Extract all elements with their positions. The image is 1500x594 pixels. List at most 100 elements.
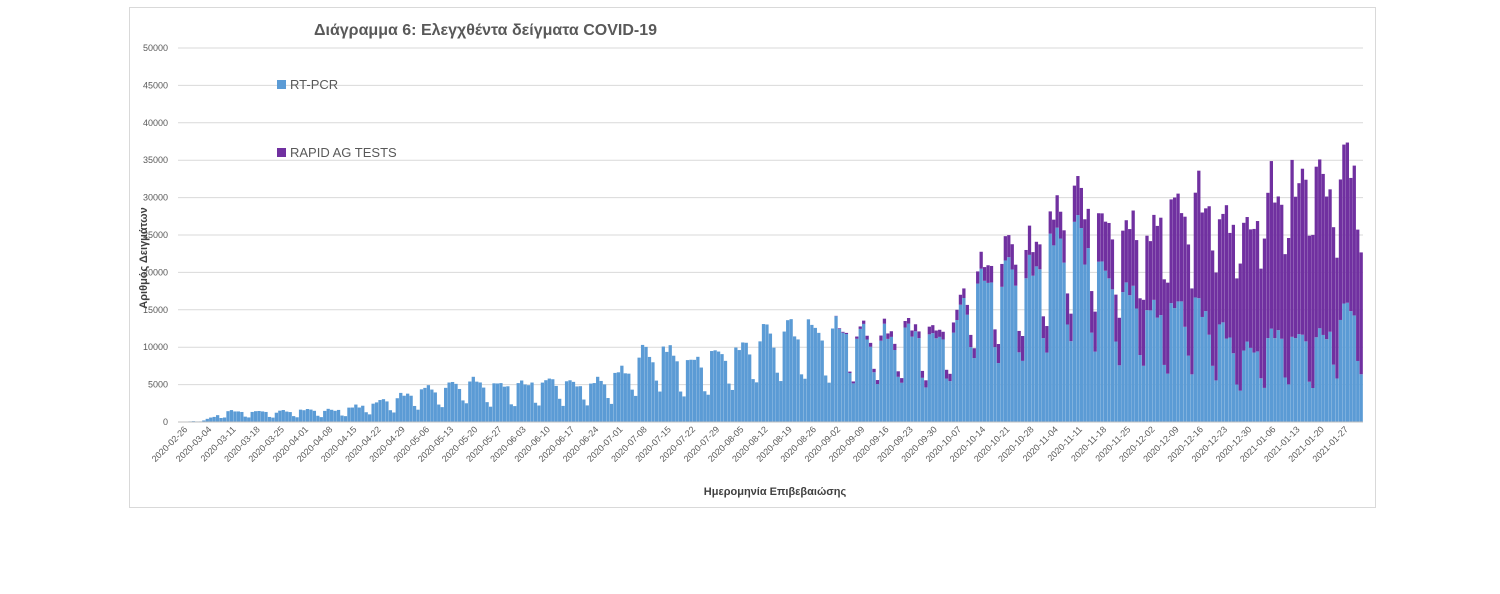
bar-rt-pcr bbox=[1255, 351, 1260, 422]
bar-rt-pcr bbox=[1069, 341, 1073, 422]
bar-rt-pcr bbox=[1300, 334, 1305, 422]
bar-rapid-ag bbox=[1231, 224, 1235, 354]
x-axis-title: Ημερομηνία Επιβεβαιώσης bbox=[704, 486, 847, 498]
bar-rt-pcr bbox=[1020, 360, 1025, 422]
bar-rt-pcr bbox=[906, 323, 911, 422]
bar-rt-pcr bbox=[1148, 310, 1153, 422]
bar-rt-pcr bbox=[996, 363, 1001, 422]
bar-rt-pcr bbox=[264, 411, 268, 422]
bar-rapid-ag bbox=[989, 265, 994, 283]
bar-rt-pcr bbox=[1000, 286, 1004, 422]
bar-rapid-ag bbox=[993, 329, 997, 348]
bar-rapid-ag bbox=[1145, 235, 1149, 311]
bar-rt-pcr bbox=[1193, 297, 1197, 422]
bar-rt-pcr bbox=[979, 268, 983, 422]
bar-rt-pcr bbox=[1245, 341, 1249, 422]
bar-rt-pcr bbox=[354, 404, 358, 422]
bar-rt-pcr bbox=[734, 347, 738, 422]
bar-rapid-ag bbox=[855, 336, 859, 339]
bar-rt-pcr bbox=[1166, 373, 1170, 422]
bar-rt-pcr bbox=[1014, 285, 1018, 422]
bar-rapid-ag bbox=[1107, 222, 1111, 279]
bar-rapid-ag bbox=[896, 371, 900, 377]
bar-rt-pcr bbox=[361, 405, 365, 422]
bar-rapid-ag bbox=[1114, 294, 1118, 342]
bar-rt-pcr bbox=[872, 372, 876, 422]
bar-rt-pcr bbox=[1280, 338, 1284, 422]
bar-rt-pcr bbox=[1079, 228, 1083, 422]
bar-rt-pcr bbox=[1314, 337, 1318, 422]
bar-rt-pcr bbox=[875, 384, 880, 422]
bar-rt-pcr bbox=[243, 416, 247, 422]
bar-rt-pcr bbox=[1176, 301, 1180, 422]
bar-rapid-ag bbox=[1359, 252, 1363, 375]
bar-rapid-ag bbox=[931, 325, 935, 334]
bar-rapid-ag bbox=[1027, 225, 1032, 255]
bar-rt-pcr bbox=[758, 341, 762, 422]
bar-rapid-ag bbox=[1276, 196, 1280, 331]
bar-rt-pcr bbox=[516, 383, 520, 422]
bar-rt-pcr bbox=[1338, 319, 1343, 422]
stacked-bar-chart: 0 5000 10000 15000 20000 25000 30000 35000 40000… bbox=[138, 22, 1363, 498]
bar-rt-pcr bbox=[482, 387, 486, 422]
bar-rapid-ag bbox=[1356, 229, 1360, 361]
bar-rt-pcr bbox=[765, 324, 769, 422]
bar-rt-pcr bbox=[616, 372, 621, 422]
bar-rapid-ag bbox=[1207, 206, 1211, 335]
bar-rt-pcr bbox=[236, 411, 241, 422]
bar-rapid-ag bbox=[868, 342, 873, 347]
bar-rt-pcr bbox=[696, 356, 700, 422]
bar-rapid-ag bbox=[1190, 288, 1194, 375]
bar-rt-pcr bbox=[298, 409, 303, 422]
bar-rt-pcr bbox=[647, 356, 652, 422]
bar-rapid-ag bbox=[837, 328, 842, 329]
bar-rt-pcr bbox=[658, 391, 662, 422]
y-tick-label: 20000 bbox=[143, 267, 168, 277]
bar-rt-pcr bbox=[457, 388, 462, 422]
bar-rt-pcr bbox=[468, 381, 472, 422]
bar-rt-pcr bbox=[644, 346, 648, 422]
bar-rt-pcr bbox=[640, 344, 645, 422]
y-tick-label: 35000 bbox=[143, 155, 168, 165]
bar-rt-pcr bbox=[1207, 334, 1211, 422]
bar-rt-pcr bbox=[571, 381, 576, 422]
bar-rapid-ag bbox=[1076, 176, 1080, 216]
bar-rapid-ag bbox=[1096, 213, 1101, 262]
bar-rapid-ag bbox=[1297, 183, 1301, 335]
bar-rt-pcr bbox=[247, 417, 251, 422]
bar-rt-pcr bbox=[1017, 352, 1021, 422]
bar-rt-pcr bbox=[551, 379, 555, 422]
bar-rt-pcr bbox=[350, 407, 355, 422]
bar-rt-pcr bbox=[792, 336, 797, 422]
bar-rt-pcr bbox=[1293, 338, 1298, 422]
bar-rt-pcr bbox=[1162, 364, 1166, 422]
bar-rt-pcr bbox=[461, 400, 465, 422]
bar-rapid-ag bbox=[920, 370, 925, 378]
bar-rt-pcr bbox=[1121, 292, 1125, 422]
bar-rapid-ag bbox=[875, 380, 880, 385]
bar-rt-pcr bbox=[1024, 278, 1028, 422]
bar-rt-pcr bbox=[834, 316, 838, 422]
bar-rt-pcr bbox=[1034, 266, 1039, 422]
bar-rapid-ag bbox=[1003, 236, 1007, 261]
bar-rapid-ag bbox=[955, 309, 959, 321]
bar-rapid-ag bbox=[882, 318, 887, 324]
bar-rt-pcr bbox=[917, 338, 921, 422]
bar-rt-pcr bbox=[1041, 338, 1045, 422]
bar-rapid-ag bbox=[1014, 264, 1018, 286]
bar-rt-pcr bbox=[865, 339, 869, 422]
bar-rapid-ag bbox=[1342, 144, 1346, 304]
bars bbox=[181, 142, 1363, 422]
bar-rapid-ag bbox=[1083, 219, 1087, 265]
bar-rt-pcr bbox=[330, 409, 334, 422]
bar-rt-pcr bbox=[654, 380, 659, 422]
bar-rt-pcr bbox=[475, 381, 479, 422]
bar-rt-pcr bbox=[665, 351, 669, 422]
bar-rt-pcr bbox=[1134, 308, 1139, 422]
bar-rt-pcr bbox=[706, 394, 710, 422]
bar-rt-pcr bbox=[1124, 282, 1128, 422]
bar-rapid-ag bbox=[1138, 298, 1142, 356]
bar-rapid-ag bbox=[893, 343, 897, 351]
bar-rt-pcr bbox=[910, 336, 914, 422]
bar-rt-pcr bbox=[589, 383, 593, 422]
